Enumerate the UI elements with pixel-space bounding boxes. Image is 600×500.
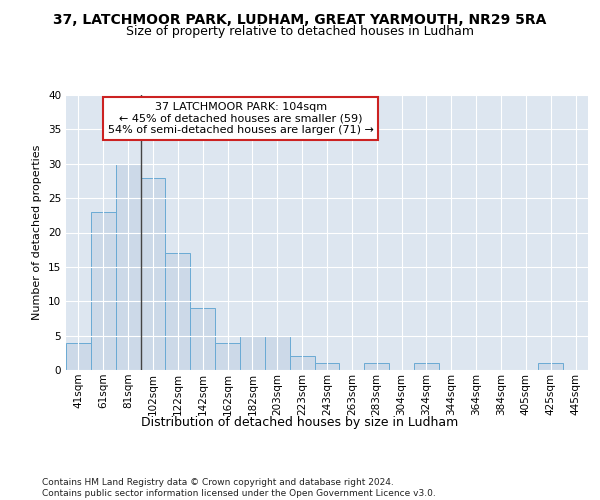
Y-axis label: Number of detached properties: Number of detached properties	[32, 145, 43, 320]
Bar	[265, 336, 290, 370]
Bar	[190, 308, 215, 370]
Text: Contains HM Land Registry data © Crown copyright and database right 2024.
Contai: Contains HM Land Registry data © Crown c…	[42, 478, 436, 498]
Bar	[240, 336, 265, 370]
Bar	[166, 253, 190, 370]
Bar	[364, 363, 389, 370]
Bar	[91, 212, 116, 370]
Bar	[314, 363, 340, 370]
Bar	[116, 164, 140, 370]
Text: Distribution of detached houses by size in Ludham: Distribution of detached houses by size …	[142, 416, 458, 429]
Text: 37, LATCHMOOR PARK, LUDHAM, GREAT YARMOUTH, NR29 5RA: 37, LATCHMOOR PARK, LUDHAM, GREAT YARMOU…	[53, 12, 547, 26]
Text: 37 LATCHMOOR PARK: 104sqm
← 45% of detached houses are smaller (59)
54% of semi-: 37 LATCHMOOR PARK: 104sqm ← 45% of detac…	[108, 102, 374, 135]
Bar	[140, 178, 166, 370]
Bar	[290, 356, 314, 370]
Bar	[414, 363, 439, 370]
Bar	[66, 342, 91, 370]
Text: Size of property relative to detached houses in Ludham: Size of property relative to detached ho…	[126, 25, 474, 38]
Bar	[215, 342, 240, 370]
Bar	[538, 363, 563, 370]
